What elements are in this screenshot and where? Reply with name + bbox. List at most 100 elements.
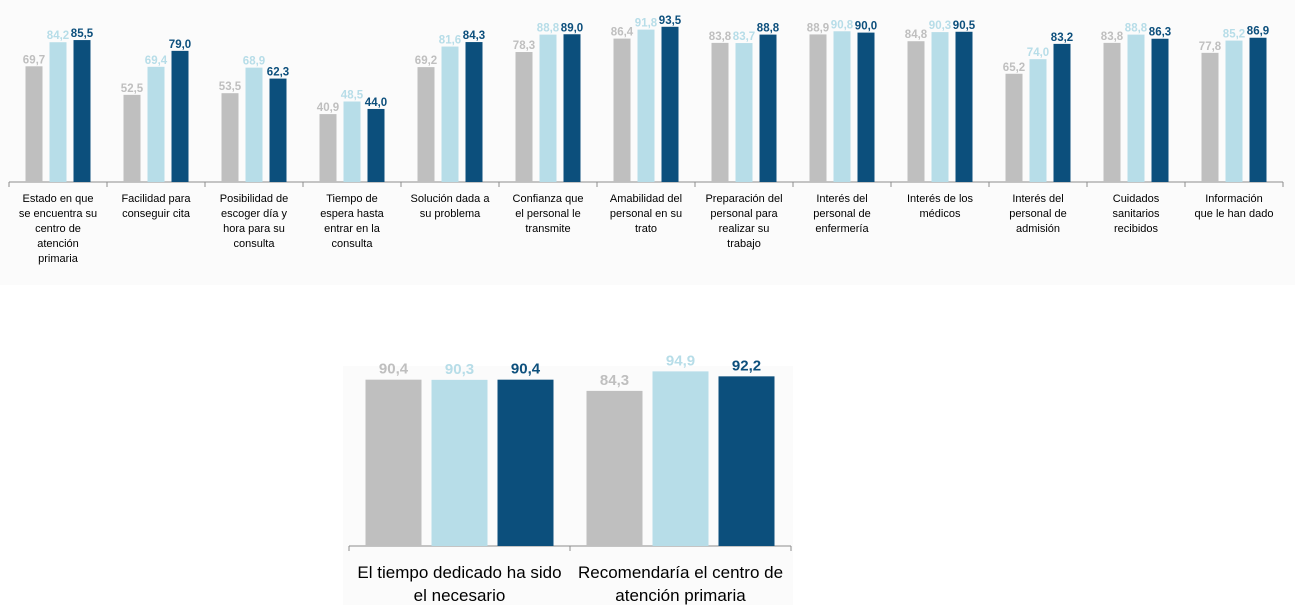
bar: [857, 32, 875, 182]
data-label: 83,8: [709, 31, 732, 43]
category-label: médicos: [920, 208, 961, 220]
data-label: 92,2: [732, 357, 761, 374]
category-label: Preparación del: [705, 193, 782, 205]
bar: [221, 93, 239, 182]
bar: [171, 50, 189, 182]
bar: [123, 94, 141, 182]
satisfaction-bar-chart: 69,784,2 85,5 Estado en que se encuentra su…: [8, 15, 1284, 265]
bar: [759, 34, 777, 183]
category-label: espera hasta: [320, 208, 384, 220]
category-label: se encuentra su: [19, 208, 97, 220]
bar: [931, 32, 949, 182]
category-label: trabajo: [727, 238, 761, 250]
category-label: Tiempo de: [326, 193, 378, 205]
bar: [661, 26, 679, 183]
data-label: 83,2: [1051, 32, 1073, 44]
bar: [49, 42, 67, 183]
category-label: Información: [1205, 193, 1262, 205]
data-label: 90,3: [929, 20, 951, 32]
category-label: el necesario: [414, 586, 506, 605]
data-label: 84,2: [47, 30, 69, 42]
data-label: 88,8: [757, 23, 780, 35]
category-label: admisión: [1016, 223, 1060, 235]
category-label: El tiempo dedicado ha sido: [357, 563, 561, 582]
category-label: Interés del: [1012, 193, 1063, 205]
bar: [343, 101, 361, 182]
category-label: recibidos: [1114, 223, 1159, 235]
category-label: Amabilidad del: [610, 193, 682, 205]
data-label: 79,0: [169, 39, 191, 51]
bar: [1029, 59, 1047, 182]
data-label: 85,5: [71, 28, 94, 40]
category-label: entrar en la: [324, 223, 381, 235]
bar: [1249, 37, 1267, 182]
category-label: consulta: [332, 238, 374, 250]
data-label: 91,8: [635, 18, 658, 30]
bar: [25, 66, 43, 182]
category-label: Recomendaría el centro de: [578, 563, 783, 582]
data-label: 89,0: [561, 22, 583, 34]
bar: [711, 42, 729, 182]
data-label: 86,9: [1247, 26, 1269, 38]
category-label: conseguir cita: [122, 208, 191, 220]
bar: [1005, 73, 1023, 182]
category-label: Interés del: [816, 193, 867, 205]
bar: [809, 34, 827, 183]
data-label: 65,2: [1003, 62, 1025, 74]
bar: [515, 52, 533, 182]
data-label: 88,8: [1125, 23, 1148, 35]
bar: [147, 66, 165, 182]
bar: [563, 34, 581, 183]
category-label: personal en su: [610, 208, 682, 220]
data-label: 84,3: [463, 30, 485, 42]
data-label: 83,7: [733, 31, 755, 43]
data-label: 86,4: [611, 27, 634, 39]
data-label: 88,8: [537, 23, 560, 35]
bar: [586, 390, 643, 546]
data-label: 69,2: [415, 55, 437, 67]
category-label: Cuidados: [1113, 193, 1160, 205]
data-label: 94,9: [666, 352, 695, 369]
data-label: 77,8: [1199, 41, 1222, 53]
category-label: centro de: [35, 223, 81, 235]
bar: [833, 31, 851, 182]
data-label: 86,3: [1149, 27, 1171, 39]
bar: [365, 379, 422, 546]
bar: [613, 38, 631, 182]
category-label: el personal le: [515, 208, 580, 220]
category-label: personal de: [813, 208, 871, 220]
category-label: enfermería: [815, 223, 869, 235]
data-label: 52,5: [121, 83, 144, 95]
category-label: Solución dada a: [411, 193, 491, 205]
bar: [735, 43, 753, 182]
bar: [497, 379, 554, 546]
bar: [441, 46, 459, 182]
bar: [73, 40, 91, 182]
data-label: 93,5: [659, 15, 682, 27]
data-label: 85,2: [1223, 29, 1245, 41]
bar: [637, 29, 655, 182]
data-label: 40,9: [317, 102, 339, 114]
category-label: sanitarios: [1112, 208, 1160, 220]
category-label: su problema: [420, 208, 481, 220]
bar: [1225, 40, 1243, 183]
data-label: 69,7: [23, 54, 45, 66]
bar: [417, 67, 435, 182]
data-label: 90,3: [445, 361, 474, 378]
category-label: atención primaria: [615, 586, 746, 605]
bar: [465, 42, 483, 183]
bar: [269, 78, 287, 182]
data-label: 74,0: [1027, 47, 1049, 59]
data-label: 90,0: [855, 21, 877, 33]
category-label: escoger día y: [221, 208, 288, 220]
bar: [539, 34, 557, 183]
data-label: 68,9: [243, 56, 265, 68]
category-label: personal de: [1009, 208, 1067, 220]
data-label: 84,8: [905, 29, 928, 41]
bar: [652, 371, 709, 546]
bar: [718, 376, 775, 546]
data-label: 90,8: [831, 19, 854, 31]
category-label: que le han dado: [1195, 208, 1274, 220]
bar: [367, 108, 385, 182]
